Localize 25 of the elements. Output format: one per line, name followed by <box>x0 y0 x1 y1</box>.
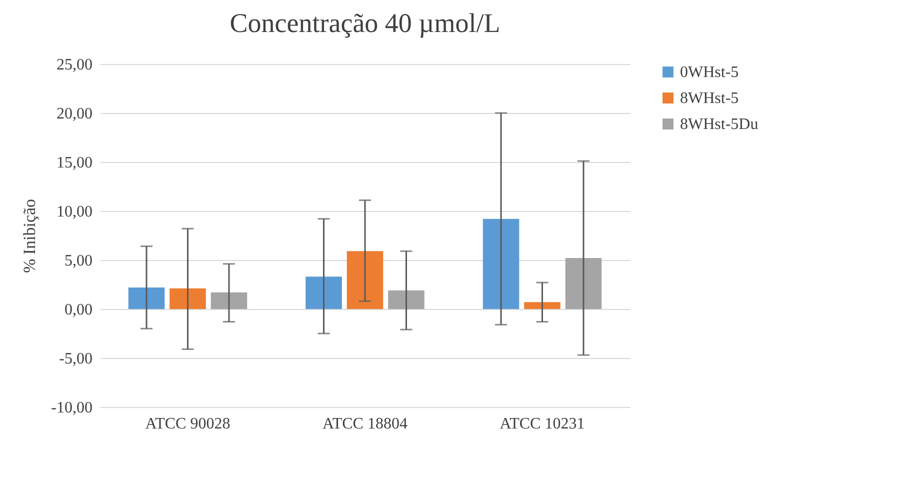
y-tick-label: 25,00 <box>56 56 92 74</box>
y-tick-label: 5,00 <box>64 252 92 270</box>
bar <box>482 218 520 309</box>
bar <box>388 290 424 309</box>
x-tick-label: ATCC 90028 <box>145 416 230 432</box>
y-axis-title: % Inibição <box>20 198 40 274</box>
bar <box>170 288 206 309</box>
legend-label: 0WHst-5 <box>680 64 739 81</box>
x-tick-label: ATCC 18804 <box>322 416 408 432</box>
y-tick-label: -10,00 <box>51 400 92 416</box>
y-tick-label: 20,00 <box>56 106 92 122</box>
y-tick-label: 0,00 <box>64 302 92 318</box>
chart-title: Concentração 40 µmol/L <box>230 8 500 38</box>
legend-label: 8WHst-5Du <box>680 116 758 133</box>
bar <box>306 276 342 309</box>
y-tick-label: 15,00 <box>56 154 92 172</box>
bar <box>210 292 248 309</box>
x-tick-label: ATCC 10231 <box>500 416 585 432</box>
bar <box>346 251 384 309</box>
y-tick-label: 10,00 <box>56 204 92 220</box>
bar <box>524 302 560 309</box>
legend-label: 8WHst-5 <box>680 90 739 107</box>
bar <box>565 258 602 309</box>
bar <box>128 287 165 309</box>
y-tick-label: -5,00 <box>59 350 92 368</box>
